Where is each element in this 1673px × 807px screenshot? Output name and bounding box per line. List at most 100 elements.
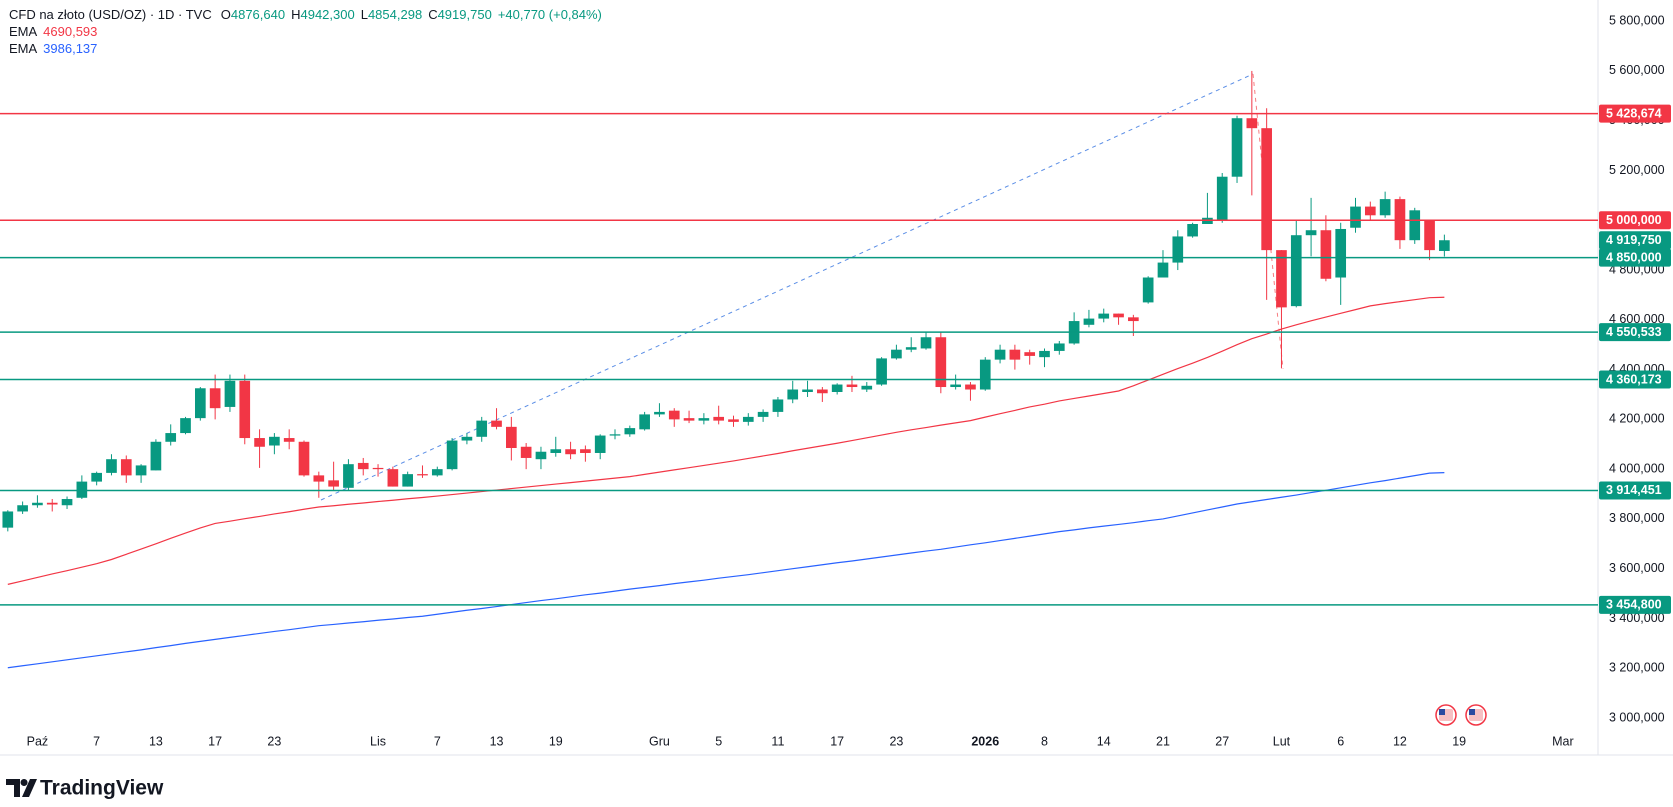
candle-body bbox=[817, 389, 828, 394]
plot-area bbox=[2, 70, 1450, 669]
candle-body bbox=[372, 467, 384, 470]
candle-body bbox=[1216, 176, 1228, 221]
candle-body bbox=[950, 384, 961, 388]
candle-body bbox=[1024, 352, 1036, 356]
candle-body bbox=[1439, 240, 1450, 251]
candle-body bbox=[298, 441, 310, 476]
x-tick-label: 19 bbox=[1452, 734, 1466, 748]
y-tick-label: 5 800,000 bbox=[1609, 13, 1665, 27]
ohlc-key: C bbox=[428, 7, 437, 22]
candle-body bbox=[1379, 199, 1391, 216]
y-tick-label: 4 200,000 bbox=[1609, 412, 1665, 426]
candle-body bbox=[32, 502, 43, 506]
candle-body bbox=[905, 347, 917, 350]
candle-body bbox=[343, 464, 354, 488]
indicator-name: EMA bbox=[9, 41, 38, 56]
indicator-name: EMA bbox=[9, 24, 38, 39]
candle-body bbox=[1424, 220, 1435, 251]
x-tick-label: 14 bbox=[1097, 734, 1111, 748]
header: CFD na złoto (USD/OZ) · 1D · TVC O4876,64… bbox=[9, 7, 602, 56]
candle-body bbox=[772, 399, 784, 412]
x-tick-label: 8 bbox=[1041, 734, 1048, 748]
candle-body bbox=[224, 380, 236, 407]
candle-body bbox=[594, 435, 606, 453]
level-label: 5 428,674 bbox=[1606, 106, 1662, 120]
candle-body bbox=[1083, 318, 1095, 325]
candle-body bbox=[357, 462, 369, 470]
x-tick-label: 27 bbox=[1215, 734, 1229, 748]
level-box bbox=[1599, 370, 1671, 389]
ema-line bbox=[7, 296, 1445, 585]
event-flags bbox=[1435, 704, 1487, 726]
candle-body bbox=[654, 411, 665, 415]
candle-body bbox=[1364, 206, 1376, 216]
level-label: 4 850,000 bbox=[1606, 250, 1662, 264]
candle-body bbox=[994, 349, 1006, 360]
x-tick-label: 7 bbox=[434, 734, 441, 748]
y-tick-label: 3 800,000 bbox=[1609, 511, 1665, 525]
candle-body bbox=[1053, 343, 1065, 351]
candle-body bbox=[313, 475, 325, 482]
level-label: 3 914,451 bbox=[1606, 483, 1662, 497]
indicator-value: 4690,593 bbox=[43, 24, 97, 39]
candle-body bbox=[61, 499, 73, 506]
trend-line bbox=[320, 73, 1254, 501]
x-tick-label: 17 bbox=[208, 734, 222, 748]
candle-body bbox=[2, 511, 14, 528]
candle-body bbox=[698, 418, 710, 421]
x-tick-label: 23 bbox=[889, 734, 903, 748]
candle-body bbox=[254, 438, 265, 447]
candle-body bbox=[328, 480, 339, 487]
ohlc-key: H bbox=[291, 7, 300, 22]
candle-body bbox=[91, 472, 102, 482]
candle-body bbox=[535, 451, 547, 460]
candle-body bbox=[580, 449, 591, 453]
candle-body bbox=[431, 469, 443, 476]
candle-body bbox=[283, 438, 295, 442]
candle-body bbox=[1409, 210, 1421, 241]
candle-body bbox=[1305, 230, 1317, 236]
candle-body bbox=[1261, 128, 1272, 251]
ohlc-value: 4919,750 bbox=[438, 7, 492, 22]
candle-body bbox=[757, 411, 769, 417]
candle-body bbox=[1187, 224, 1198, 237]
y-tick-label: 5 600,000 bbox=[1609, 63, 1665, 77]
candle-body bbox=[1039, 350, 1050, 358]
x-tick-label: 19 bbox=[549, 734, 563, 748]
candle-body bbox=[1320, 230, 1332, 279]
x-tick-label: Lut bbox=[1273, 734, 1291, 748]
level-box bbox=[1599, 595, 1671, 614]
candle-body bbox=[239, 380, 251, 439]
level-box bbox=[1599, 248, 1671, 267]
y-tick-label: 3 200,000 bbox=[1609, 661, 1665, 675]
ohlc-value: 4854,298 bbox=[368, 7, 422, 22]
candle-body bbox=[417, 474, 428, 476]
y-tick-label: 3 000,000 bbox=[1609, 710, 1665, 724]
indicator-legend: EMA 3986,137 bbox=[9, 41, 97, 56]
candle-body bbox=[120, 459, 132, 476]
candle-body bbox=[491, 420, 502, 427]
level-box bbox=[1599, 211, 1671, 230]
ohlc-value: 4942,300 bbox=[300, 7, 354, 22]
candle-body bbox=[165, 433, 177, 442]
candle-body bbox=[831, 384, 843, 392]
candle-body bbox=[861, 385, 873, 390]
candle-body bbox=[920, 337, 932, 349]
indicator-legend: EMA 4690,593 bbox=[9, 24, 97, 39]
x-tick-label: 13 bbox=[149, 734, 163, 748]
candle-body bbox=[1142, 277, 1154, 303]
candle-body bbox=[1350, 206, 1361, 228]
candle-body bbox=[683, 418, 695, 421]
brand-logo bbox=[6, 779, 37, 797]
x-tick-label: 7 bbox=[93, 734, 100, 748]
candle-body bbox=[506, 426, 517, 448]
candle-body bbox=[106, 459, 117, 473]
candle-body bbox=[1009, 349, 1021, 360]
candle-body bbox=[387, 469, 399, 487]
x-tick-label: 12 bbox=[1393, 734, 1407, 748]
candle-body bbox=[402, 474, 414, 487]
candle-body bbox=[668, 410, 680, 420]
candle-body bbox=[802, 389, 813, 392]
last-price-box bbox=[1599, 231, 1671, 250]
y-tick-label: 5 200,000 bbox=[1609, 163, 1665, 177]
